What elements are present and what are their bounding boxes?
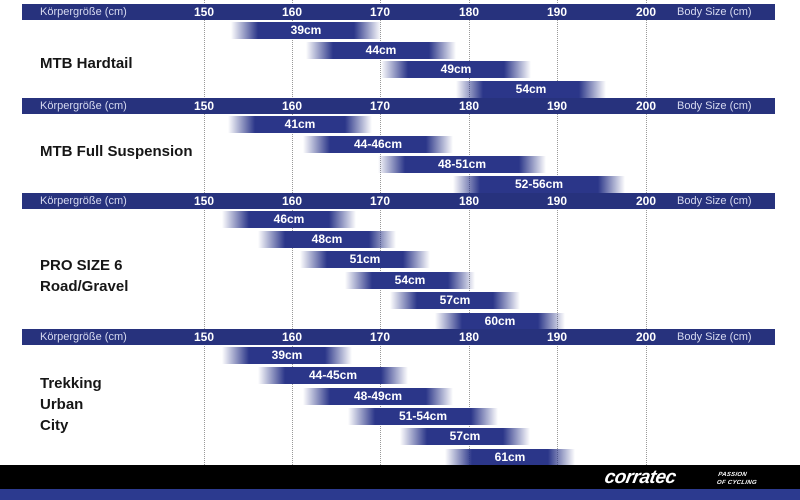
svg-text:PASSION: PASSION [718,472,748,478]
svg-text:OF CYCLING: OF CYCLING [716,480,757,486]
svg-text:corratec: corratec [605,467,678,488]
